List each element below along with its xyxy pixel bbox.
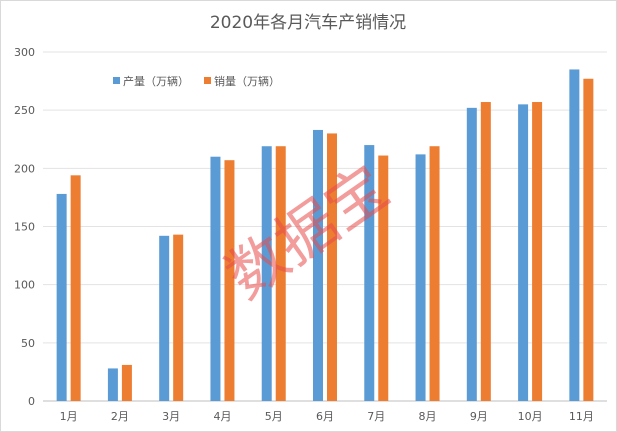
bar-production-11 [569, 69, 580, 401]
legend-swatch-sales [204, 77, 211, 84]
x-tick-label: 7月 [367, 410, 385, 423]
bar-sales-11 [583, 78, 594, 402]
legend-label-production: 产量（万辆） [123, 74, 189, 88]
x-axis: 1月 2月 3月 4月 5月 6月 7月 8月 9月 10月 11月 [60, 410, 594, 423]
x-tick-label: 10月 [518, 410, 543, 423]
bar-sales-5 [275, 146, 286, 401]
bar-sales-7 [378, 155, 389, 401]
bar-sales-2 [121, 364, 132, 401]
y-tick-label: 300 [14, 46, 35, 59]
chart-title: 2020年各月汽车产销情况 [210, 13, 406, 33]
y-tick-label: 0 [28, 395, 35, 408]
y-tick-label: 100 [14, 279, 35, 292]
y-tick-label: 150 [14, 221, 35, 234]
y-axis: 0 50 100 150 200 250 300 [14, 46, 35, 408]
bar-production-9 [466, 107, 477, 401]
legend-swatch-production [113, 77, 120, 84]
bar-sales-3 [173, 234, 184, 401]
x-tick-label: 2月 [111, 410, 129, 423]
bar-production-2 [107, 368, 118, 401]
bar-sales-10 [532, 102, 543, 402]
x-tick-label: 3月 [162, 410, 180, 423]
bar-production-4 [210, 156, 221, 401]
x-tick-label: 5月 [265, 410, 283, 423]
bar-production-3 [159, 235, 170, 401]
bar-production-8 [415, 154, 426, 401]
x-tick-label: 1月 [60, 410, 78, 423]
bar-sales-4 [224, 160, 235, 401]
bar-production-6 [313, 129, 323, 401]
bar-sales-9 [480, 102, 491, 402]
y-tick-label: 250 [14, 104, 35, 117]
y-tick-label: 200 [14, 162, 35, 175]
bar-production-1 [56, 193, 67, 401]
x-tick-label: 8月 [419, 410, 437, 423]
x-tick-label: 6月 [316, 410, 334, 423]
x-tick-label: 9月 [470, 410, 488, 423]
bar-production-7 [364, 145, 375, 401]
bar-sales-6 [327, 133, 337, 401]
legend: 产量（万辆） 销量（万辆） [113, 74, 280, 88]
y-tick-label: 50 [21, 337, 35, 350]
gridlines [43, 51, 607, 402]
x-tick-label: 4月 [213, 410, 231, 423]
legend-label-sales: 销量（万辆） [214, 74, 280, 88]
bar-sales-1 [70, 175, 81, 401]
bars [56, 69, 594, 402]
bar-production-5 [261, 146, 272, 401]
bar-sales-8 [429, 146, 440, 401]
x-tick-label: 11月 [569, 410, 594, 423]
bar-production-10 [518, 104, 529, 401]
